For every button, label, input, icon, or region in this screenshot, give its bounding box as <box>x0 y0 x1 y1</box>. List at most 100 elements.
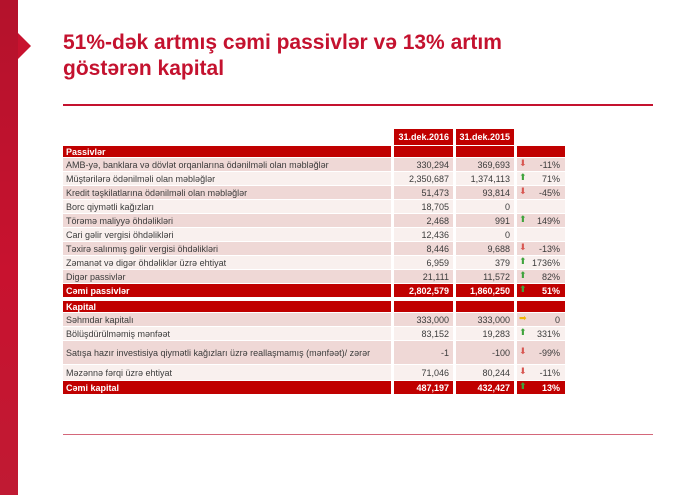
value-2015: 333,000 <box>456 313 514 326</box>
row-label: Bölüşdürülməmiş mənfəət <box>63 327 391 340</box>
pct-change: -45% <box>538 187 560 198</box>
trend-arrow-icon: ⬇ <box>519 187 527 197</box>
trend-arrow-icon: ⬆ <box>519 285 527 295</box>
trend-arrow-icon: ⬆ <box>519 271 527 281</box>
trend-arrow-icon: ⬆ <box>519 215 527 225</box>
row-label: Təxirə salınmış gəlir vergisi öhdəliklər… <box>63 242 391 255</box>
value-2015: 19,283 <box>456 327 514 340</box>
empty-header-cell <box>63 129 391 145</box>
value-2016: -1 <box>394 341 453 364</box>
trend-arrow-icon: ⬇ <box>519 367 527 377</box>
trend-arrow-icon: ⬇ <box>519 159 527 169</box>
pct-change: 13% <box>541 382 560 393</box>
section-header-kapital: Kapital <box>63 301 565 312</box>
value-2015: 80,244 <box>456 365 514 380</box>
value-2016: 83,152 <box>394 327 453 340</box>
value-2016: 2,350,687 <box>394 172 453 185</box>
value-2015: 0 <box>456 228 514 241</box>
value-2016: 487,197 <box>394 381 453 394</box>
row-label: Kredit təşkilatlarına ödənilməli olan mə… <box>63 186 391 199</box>
value-2015: 432,427 <box>456 381 514 394</box>
empty-header-cell <box>517 129 565 145</box>
section-header-passivler: Passivlər <box>63 146 565 157</box>
table-row: Məzənnə fərqi üzrə ehtiyat 71,046 80,244… <box>63 365 565 380</box>
table-row: Törəmə maliyyə öhdəlikləri 2,468 991 ⬆ 14… <box>63 214 565 227</box>
value-2016: 18,705 <box>394 200 453 213</box>
pct-change: 71% <box>541 173 560 184</box>
table-row: AMB-yə, banklara və dövlət orqanlarına ö… <box>63 158 565 171</box>
value-2016: 2,468 <box>394 214 453 227</box>
trend-arrow-icon: ⬆ <box>519 257 527 267</box>
row-label: Müştərilərə ödənilməli olan məbləğlər <box>63 172 391 185</box>
row-label: Törəmə maliyyə öhdəlikləri <box>63 214 391 227</box>
title-underline <box>63 104 653 106</box>
row-label: Cəmi passivlər <box>63 284 391 297</box>
value-2016: 21,111 <box>394 270 453 283</box>
total-row-passivler: Cəmi passivlər 2,802,579 1,860,250 ⬆ 51% <box>63 284 565 297</box>
row-label: Cari gəlir vergisi öhdəlikləri <box>63 228 391 241</box>
pct-change: 149% <box>536 215 560 226</box>
value-2015: 9,688 <box>456 242 514 255</box>
value-2016: 51,473 <box>394 186 453 199</box>
trend-arrow-icon: ➡ <box>519 314 527 324</box>
footer-rule <box>63 434 653 435</box>
table-row: Kredit təşkilatlarına ödənilməli olan mə… <box>63 186 565 199</box>
left-accent-bar <box>0 0 18 495</box>
trend-arrow-icon: ⬆ <box>519 173 527 183</box>
value-2015: 991 <box>456 214 514 227</box>
column-header-2016: 31.dek.2016 <box>394 129 453 145</box>
date-header-row: 31.dek.2016 31.dek.2015 <box>63 129 565 145</box>
row-label: Cəmi kapital <box>63 381 391 394</box>
row-label: Digər passivlər <box>63 270 391 283</box>
row-label: Səhmdar kapitalı <box>63 313 391 326</box>
row-label: Borc qiymətli kağızları <box>63 200 391 213</box>
row-label: AMB-yə, banklara və dövlət orqanlarına ö… <box>63 158 391 171</box>
value-2016: 12,436 <box>394 228 453 241</box>
trend-arrow-icon: ⬆ <box>519 328 527 338</box>
value-2015: 1,860,250 <box>456 284 514 297</box>
row-label: Məzənnə fərqi üzrə ehtiyat <box>63 365 391 380</box>
row-label: Zəmanət və digər öhdəliklər üzrə ehtiyat <box>63 256 391 269</box>
value-2016: 8,446 <box>394 242 453 255</box>
pct-change: 51% <box>541 285 560 296</box>
pct-change: 82% <box>541 271 560 282</box>
table-row: Cari gəlir vergisi öhdəlikləri 12,436 0 <box>63 228 565 241</box>
value-2015: 379 <box>456 256 514 269</box>
pct-change: -11% <box>539 159 560 170</box>
pct-change: 331% <box>536 328 560 339</box>
table-row: Səhmdar kapitalı 333,000 333,000 ➡ 0 <box>63 313 565 326</box>
table-row: Təxirə salınmış gəlir vergisi öhdəliklər… <box>63 242 565 255</box>
column-header-2015: 31.dek.2015 <box>456 129 514 145</box>
value-2015: -100 <box>456 341 514 364</box>
trend-arrow-icon: ⬇ <box>519 243 527 253</box>
total-row-kapital: Cəmi kapital 487,197 432,427 ⬆ 13% <box>63 381 565 394</box>
chevron-right-icon <box>18 33 31 59</box>
value-2016: 71,046 <box>394 365 453 380</box>
table-row: Satışa hazır investisiya qiymətli kağızl… <box>63 341 565 364</box>
pct-change: -13% <box>538 243 560 254</box>
trend-arrow-icon: ⬆ <box>519 382 527 392</box>
value-2015: 369,693 <box>456 158 514 171</box>
value-2015: 0 <box>456 200 514 213</box>
value-2016: 333,000 <box>394 313 453 326</box>
slide-title: 51%-dək artmış cəmi passivlər və 13% art… <box>63 31 502 81</box>
value-2016: 6,959 <box>394 256 453 269</box>
value-2015: 93,814 <box>456 186 514 199</box>
table-row: Borc qiymətli kağızları 18,705 0 <box>63 200 565 213</box>
table-row: Bölüşdürülməmiş mənfəət 83,152 19,283 ⬆ 3… <box>63 327 565 340</box>
pct-change: -11% <box>539 367 560 378</box>
pct-change: -99% <box>538 347 560 358</box>
table-row: Digər passivlər 21,111 11,572 ⬆ 82% <box>63 270 565 283</box>
pct-change: 1736% <box>531 257 560 268</box>
trend-arrow-icon: ⬇ <box>519 347 527 357</box>
value-2016: 330,294 <box>394 158 453 171</box>
table-row: Müştərilərə ödənilməli olan məbləğlər 2,… <box>63 172 565 185</box>
value-2015: 11,572 <box>456 270 514 283</box>
value-2015: 1,374,113 <box>456 172 514 185</box>
row-label: Satışa hazır investisiya qiymətli kağızl… <box>63 341 391 364</box>
table-row: Zəmanət və digər öhdəliklər üzrə ehtiyat… <box>63 256 565 269</box>
pct-change: 0 <box>554 314 560 325</box>
value-2016: 2,802,579 <box>394 284 453 297</box>
financial-table: 31.dek.2016 31.dek.2015 Passivlər AMB-yə… <box>63 129 565 394</box>
